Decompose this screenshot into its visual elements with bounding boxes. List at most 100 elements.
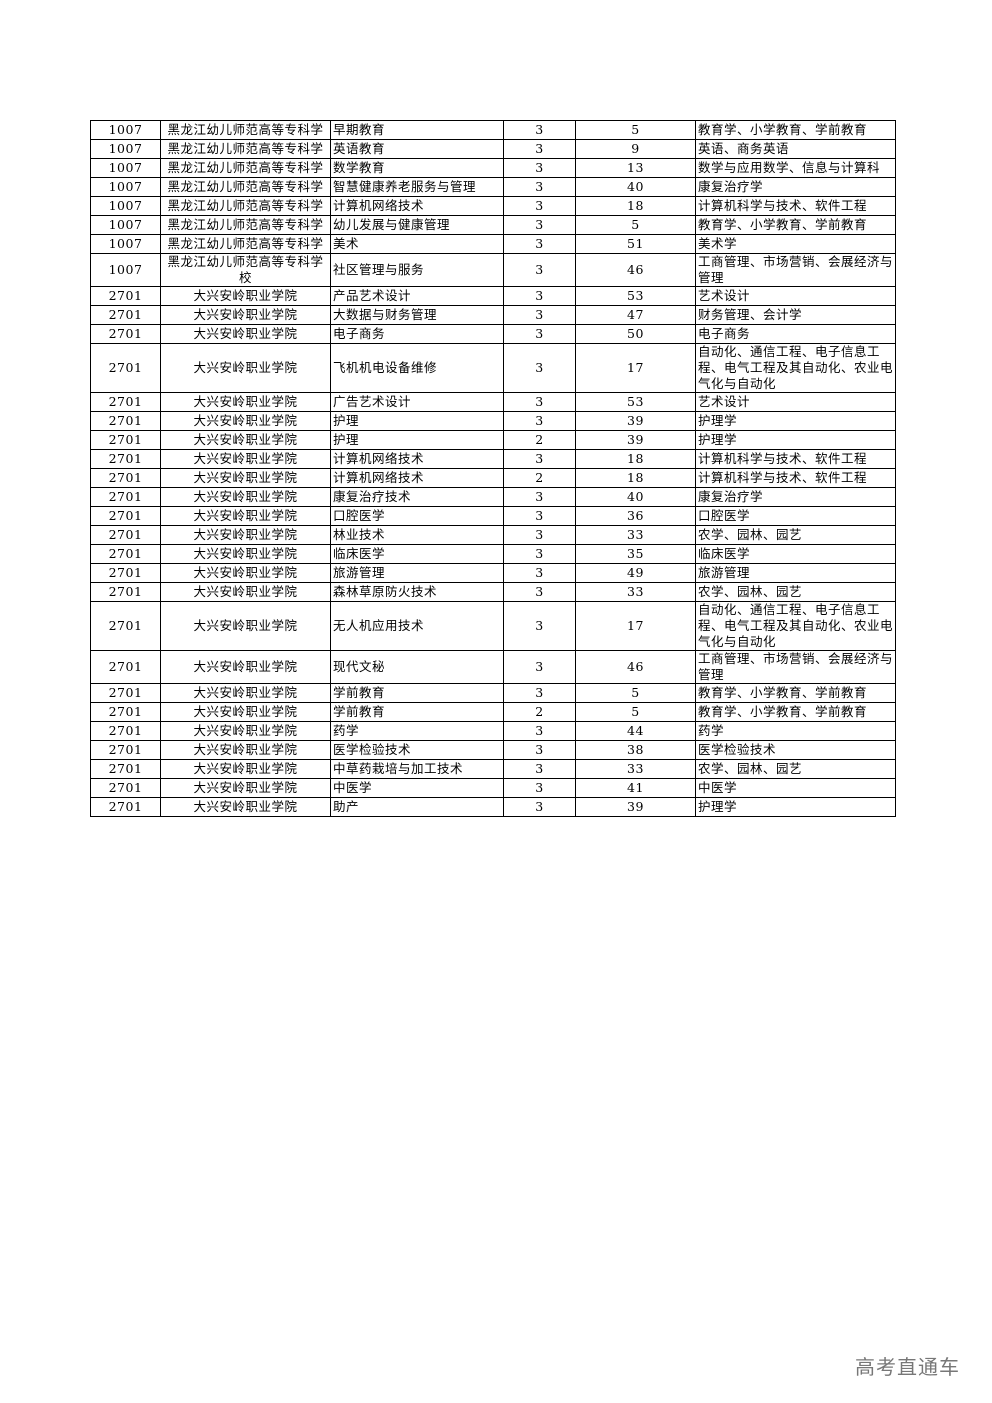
major-name-cell: 产品艺术设计 (330, 286, 504, 306)
school-name-cell: 大兴安岭职业学院 (160, 392, 331, 412)
school-name-cell: 大兴安岭职业学院 (160, 702, 331, 722)
category-code-cell: 9 (575, 139, 696, 159)
table-row: 1007 黑龙江幼儿师范高等专科学校 社区管理与服务 3 46 工商管理、市场营销、会展经… (90, 253, 896, 287)
school-code-cell: 2701 (90, 797, 161, 817)
related-majors-cell: 电子商务 (695, 324, 896, 344)
related-majors-cell: 教育学、小学教育、学前教育 (695, 683, 896, 703)
major-name-cell: 旅游管理 (330, 563, 504, 583)
major-name-cell: 护理 (330, 430, 504, 450)
table-row: 2701 大兴安岭职业学院 口腔医学 3 36 口腔医学 (90, 506, 896, 526)
school-name-cell: 大兴安岭职业学院 (160, 721, 331, 741)
related-majors-cell: 康复治疗学 (695, 177, 896, 197)
related-majors-cell: 财务管理、会计学 (695, 305, 896, 325)
major-name-cell: 学前教育 (330, 683, 504, 703)
school-name-cell: 大兴安岭职业学院 (160, 487, 331, 507)
category-code-cell: 33 (575, 582, 696, 602)
major-name-cell: 幼儿发展与健康管理 (330, 215, 504, 235)
related-majors-cell: 自动化、通信工程、电子信息工程、电气工程及其自动化、农业电气化与自动化 (695, 343, 896, 393)
related-majors-cell: 计算机科学与技术、软件工程 (695, 468, 896, 488)
duration-cell: 3 (503, 120, 576, 140)
category-code-cell: 40 (575, 487, 696, 507)
category-code-cell: 40 (575, 177, 696, 197)
major-name-cell: 大数据与财务管理 (330, 305, 504, 325)
school-code-cell: 2701 (90, 449, 161, 469)
related-majors-cell: 工商管理、市场营销、会展经济与管理 (695, 253, 896, 287)
table-row: 1007 黑龙江幼儿师范高等专科学 早期教育 3 5 教育学、小学教育、学前教育 (90, 120, 896, 140)
school-name-cell: 大兴安岭职业学院 (160, 601, 331, 651)
school-code-cell: 1007 (90, 158, 161, 178)
table-row: 2701 大兴安岭职业学院 中草药栽培与加工技术 3 33 农学、园林、园艺 (90, 759, 896, 779)
school-code-cell: 2701 (90, 601, 161, 651)
related-majors-cell: 医学检验技术 (695, 740, 896, 760)
school-code-cell: 1007 (90, 196, 161, 216)
school-name-cell: 大兴安岭职业学院 (160, 582, 331, 602)
table-row: 1007 黑龙江幼儿师范高等专科学 智慧健康养老服务与管理 3 40 康复治疗学 (90, 177, 896, 197)
table-row: 2701 大兴安岭职业学院 中医学 3 41 中医学 (90, 778, 896, 798)
table-row: 2701 大兴安岭职业学院 大数据与财务管理 3 47 财务管理、会计学 (90, 305, 896, 325)
major-name-cell: 计算机网络技术 (330, 449, 504, 469)
major-name-cell: 中医学 (330, 778, 504, 798)
school-name-cell: 大兴安岭职业学院 (160, 525, 331, 545)
duration-cell: 3 (503, 778, 576, 798)
school-code-cell: 1007 (90, 234, 161, 254)
category-code-cell: 53 (575, 286, 696, 306)
school-name-cell: 大兴安岭职业学院 (160, 683, 331, 703)
school-code-cell: 2701 (90, 487, 161, 507)
category-code-cell: 5 (575, 215, 696, 235)
school-code-cell: 2701 (90, 650, 161, 684)
table-row: 2701 大兴安岭职业学院 电子商务 3 50 电子商务 (90, 324, 896, 344)
duration-cell: 3 (503, 411, 576, 431)
related-majors-cell: 艺术设计 (695, 286, 896, 306)
school-code-cell: 2701 (90, 778, 161, 798)
school-name-cell: 大兴安岭职业学院 (160, 778, 331, 798)
related-majors-cell: 护理学 (695, 797, 896, 817)
related-majors-cell: 口腔医学 (695, 506, 896, 526)
school-name-cell: 黑龙江幼儿师范高等专科学 (160, 158, 331, 178)
category-code-cell: 44 (575, 721, 696, 741)
school-name-cell: 黑龙江幼儿师范高等专科学 (160, 234, 331, 254)
major-name-cell: 现代文秘 (330, 650, 504, 684)
related-majors-cell: 中医学 (695, 778, 896, 798)
school-code-cell: 2701 (90, 582, 161, 602)
duration-cell: 3 (503, 650, 576, 684)
table-row: 2701 大兴安岭职业学院 计算机网络技术 3 18 计算机科学与技术、软件工程 (90, 449, 896, 469)
duration-cell: 3 (503, 234, 576, 254)
watermark: 高考直通车 (855, 1355, 960, 1379)
category-code-cell: 33 (575, 759, 696, 779)
duration-cell: 3 (503, 177, 576, 197)
school-name-cell: 黑龙江幼儿师范高等专科学 (160, 120, 331, 140)
related-majors-cell: 英语、商务英语 (695, 139, 896, 159)
school-code-cell: 2701 (90, 392, 161, 412)
category-code-cell: 38 (575, 740, 696, 760)
related-majors-cell: 农学、园林、园艺 (695, 582, 896, 602)
school-name-cell: 大兴安岭职业学院 (160, 468, 331, 488)
school-name-cell: 黑龙江幼儿师范高等专科学 (160, 215, 331, 235)
major-name-cell: 早期教育 (330, 120, 504, 140)
category-code-cell: 18 (575, 468, 696, 488)
duration-cell: 3 (503, 563, 576, 583)
school-code-cell: 2701 (90, 286, 161, 306)
table-row: 1007 黑龙江幼儿师范高等专科学 美术 3 51 美术学 (90, 234, 896, 254)
school-code-cell: 2701 (90, 411, 161, 431)
table-row: 2701 大兴安岭职业学院 广告艺术设计 3 53 艺术设计 (90, 392, 896, 412)
table-row: 2701 大兴安岭职业学院 学前教育 2 5 教育学、小学教育、学前教育 (90, 702, 896, 722)
category-code-cell: 33 (575, 525, 696, 545)
table-row: 2701 大兴安岭职业学院 旅游管理 3 49 旅游管理 (90, 563, 896, 583)
school-code-cell: 2701 (90, 430, 161, 450)
table-row: 2701 大兴安岭职业学院 临床医学 3 35 临床医学 (90, 544, 896, 564)
school-code-cell: 1007 (90, 177, 161, 197)
school-name-cell: 大兴安岭职业学院 (160, 759, 331, 779)
table-row: 2701 大兴安岭职业学院 无人机应用技术 3 17 自动化、通信工程、电子信息工程、电气… (90, 601, 896, 651)
major-name-cell: 医学检验技术 (330, 740, 504, 760)
duration-cell: 3 (503, 759, 576, 779)
table-row: 1007 黑龙江幼儿师范高等专科学 计算机网络技术 3 18 计算机科学与技术、软件工程 (90, 196, 896, 216)
major-name-cell: 森林草原防火技术 (330, 582, 504, 602)
major-name-cell: 计算机网络技术 (330, 468, 504, 488)
table-body: 1007 黑龙江幼儿师范高等专科学 早期教育 3 5 教育学、小学教育、学前教育 1007 黑… (90, 120, 896, 817)
school-code-cell: 2701 (90, 683, 161, 703)
related-majors-cell: 工商管理、市场营销、会展经济与管理 (695, 650, 896, 684)
school-code-cell: 2701 (90, 468, 161, 488)
school-name-cell: 黑龙江幼儿师范高等专科学 (160, 139, 331, 159)
duration-cell: 3 (503, 139, 576, 159)
related-majors-cell: 护理学 (695, 411, 896, 431)
